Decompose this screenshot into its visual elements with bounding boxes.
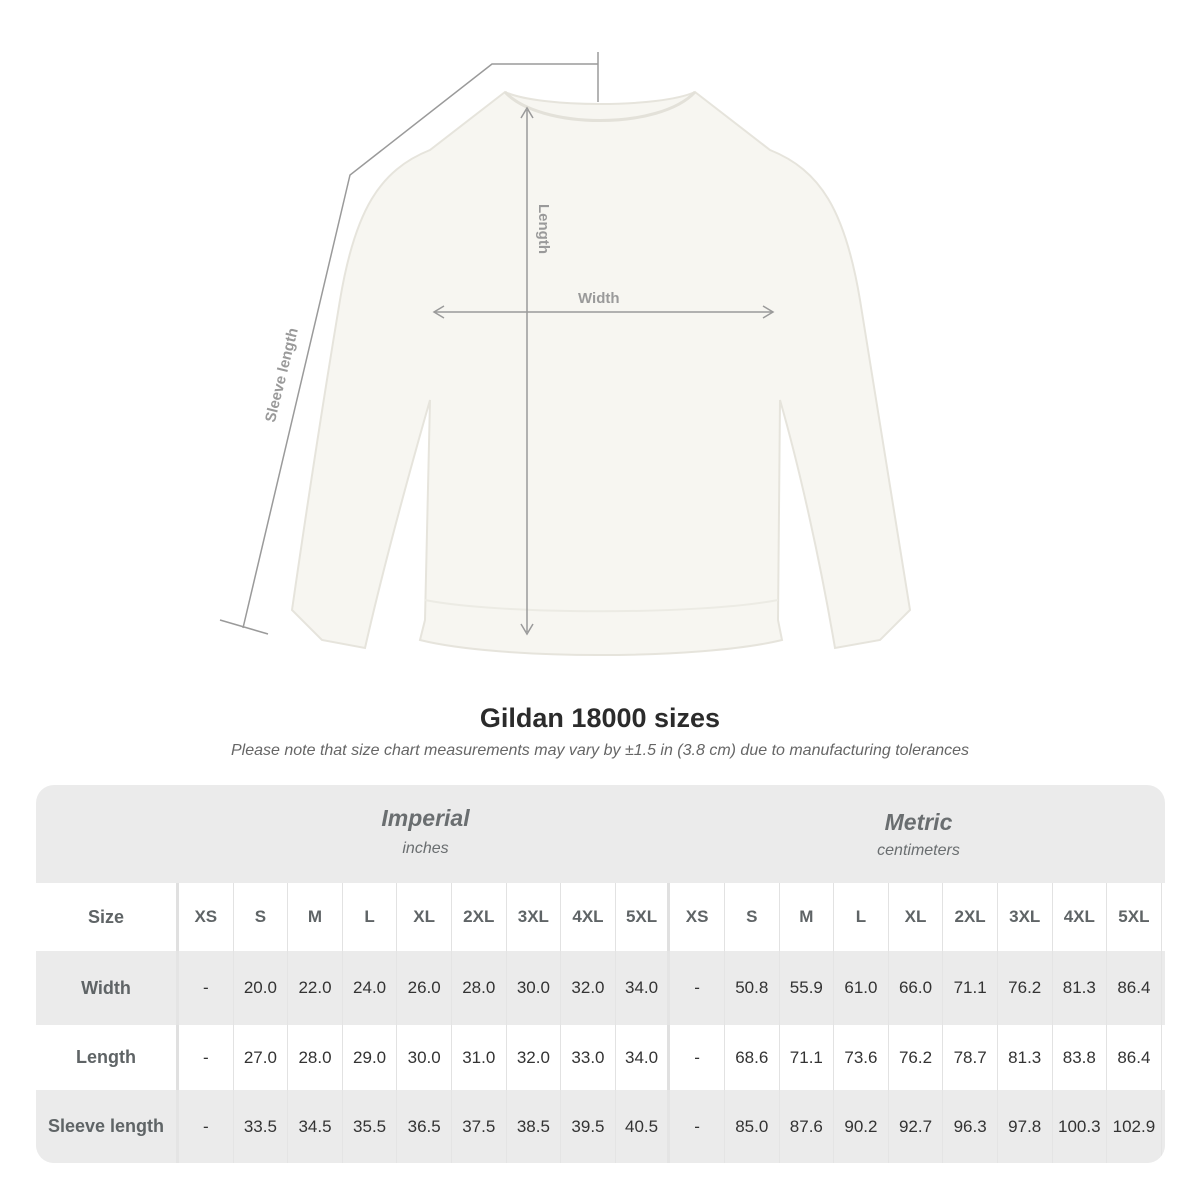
value-cell-imperial: 20.0 xyxy=(234,951,289,1025)
size-header-imperial: 4XL xyxy=(561,883,616,951)
size-header-imperial: 3XL xyxy=(507,883,562,951)
value-cell-metric: 90.2 xyxy=(834,1090,889,1163)
page-title: Gildan 18000 sizes xyxy=(479,703,721,733)
table-row-width: Width -20.0 22.0 24.0 26.0 28.0 30.0 32.0 34.0-5… xyxy=(36,951,1165,1025)
size-header-metric: 2XL xyxy=(943,883,998,951)
value-cell-imperial: - xyxy=(179,1025,234,1090)
size-header-metric: 3XL xyxy=(998,883,1053,951)
size-header-imperial: S xyxy=(234,883,289,951)
imperial-title: Imperial xyxy=(381,805,470,831)
width-label: Width xyxy=(578,290,620,307)
length-label: Length xyxy=(535,204,552,254)
value-cell-metric: 50.8 xyxy=(725,951,780,1025)
value-cell-metric: 81.3 xyxy=(1053,951,1108,1025)
value-cell-metric: 61.0 xyxy=(834,951,889,1025)
value-cell-metric: 73.6 xyxy=(834,1025,889,1090)
size-header-metric: S xyxy=(725,883,780,951)
value-cell-imperial: 39.5 xyxy=(561,1090,616,1163)
value-cell-metric: 78.7 xyxy=(943,1025,998,1090)
value-cell-imperial: 30.0 xyxy=(507,951,562,1025)
sweatshirt-diagram xyxy=(219,52,912,656)
value-cell-metric: 85.0 xyxy=(725,1090,780,1163)
size-header-imperial: 5XL xyxy=(616,883,671,951)
value-cell-imperial: 32.0 xyxy=(561,951,616,1025)
value-cell-imperial: 31.0 xyxy=(452,1025,507,1090)
table-row-length: Length -27.0 28.0 29.0 30.0 31.0 32.0 33.0 34.0-… xyxy=(36,1025,1165,1090)
size-header-imperial: XS xyxy=(179,883,234,951)
value-cell-imperial: 22.0 xyxy=(288,951,343,1025)
measurement-lines xyxy=(219,52,775,636)
metric-header: Metric centimeters xyxy=(672,785,1165,883)
value-cell-imperial: 29.0 xyxy=(343,1025,398,1090)
value-cell-imperial: 26.0 xyxy=(397,951,452,1025)
size-table: Imperial inches Metric centimeters Size X… xyxy=(36,785,1165,1163)
value-cell-imperial: 28.0 xyxy=(452,951,507,1025)
size-header-row: Size XS S M L XL 2XL 3XL 4XL 5XL XS S M L XL 2XL 3XL 4XL 5… xyxy=(36,883,1165,951)
value-cell-imperial: 34.0 xyxy=(616,951,671,1025)
row-label: Size xyxy=(36,883,179,951)
size-header-metric: XS xyxy=(670,883,725,951)
size-header-metric: XL xyxy=(889,883,944,951)
value-cell-metric: 83.8 xyxy=(1053,1025,1108,1090)
value-cell-imperial: 30.0 xyxy=(397,1025,452,1090)
value-cell-imperial: 40.5 xyxy=(616,1090,671,1163)
value-cell-metric: 92.7 xyxy=(889,1090,944,1163)
value-cell-metric: 97.8 xyxy=(998,1090,1053,1163)
imperial-unit: inches xyxy=(402,840,449,857)
value-cell-metric: 76.2 xyxy=(998,951,1053,1025)
value-cell-imperial: 27.0 xyxy=(234,1025,289,1090)
value-cell-metric: 66.0 xyxy=(889,951,944,1025)
size-header-imperial: XL xyxy=(397,883,452,951)
size-header-metric: 4XL xyxy=(1053,883,1108,951)
table-row-sleeve-length: Sleeve length -33.5 34.5 35.5 36.5 37.5 38.5 39… xyxy=(36,1090,1165,1163)
sweatshirt-image xyxy=(290,90,912,656)
row-label: Sleeve length xyxy=(36,1090,179,1163)
value-cell-imperial: 35.5 xyxy=(343,1090,398,1163)
value-cell-imperial: 24.0 xyxy=(343,951,398,1025)
size-header-metric: M xyxy=(780,883,835,951)
value-cell-imperial: 33.5 xyxy=(234,1090,289,1163)
value-cell-imperial: 33.0 xyxy=(561,1025,616,1090)
value-cell-metric: 68.6 xyxy=(725,1025,780,1090)
value-cell-metric: - xyxy=(670,1025,725,1090)
value-cell-metric: 76.2 xyxy=(889,1025,944,1090)
value-cell-imperial: 37.5 xyxy=(452,1090,507,1163)
value-cell-metric: 102.9 xyxy=(1107,1090,1162,1163)
value-cell-metric: 96.3 xyxy=(943,1090,998,1163)
value-cell-imperial: 32.0 xyxy=(507,1025,562,1090)
value-cell-metric: 87.6 xyxy=(780,1090,835,1163)
value-cell-metric: 100.3 xyxy=(1053,1090,1108,1163)
size-header-imperial: 2XL xyxy=(452,883,507,951)
tolerance-note: Please note that size chart measurements… xyxy=(230,742,970,759)
metric-title: Metric xyxy=(884,809,953,835)
value-cell-metric: 71.1 xyxy=(780,1025,835,1090)
value-cell-imperial: - xyxy=(179,1090,234,1163)
value-cell-metric: 81.3 xyxy=(998,1025,1053,1090)
value-cell-imperial: 34.0 xyxy=(616,1025,671,1090)
metric-unit: centimeters xyxy=(877,842,960,859)
row-label: Length xyxy=(36,1025,179,1090)
value-cell-imperial: 28.0 xyxy=(288,1025,343,1090)
value-cell-metric: 71.1 xyxy=(943,951,998,1025)
imperial-header: Imperial inches xyxy=(179,785,672,883)
size-header-imperial: M xyxy=(288,883,343,951)
size-header-imperial: L xyxy=(343,883,398,951)
value-cell-imperial: 38.5 xyxy=(507,1090,562,1163)
value-cell-metric: 86.4 xyxy=(1107,1025,1162,1090)
size-header-metric: L xyxy=(834,883,889,951)
row-label: Width xyxy=(36,951,179,1025)
value-cell-metric: 86.4 xyxy=(1107,951,1162,1025)
value-cell-imperial: 34.5 xyxy=(288,1090,343,1163)
value-cell-imperial: - xyxy=(179,951,234,1025)
value-cell-metric: - xyxy=(670,1090,725,1163)
value-cell-metric: 55.9 xyxy=(780,951,835,1025)
size-header-metric: 5XL xyxy=(1107,883,1162,951)
value-cell-imperial: 36.5 xyxy=(397,1090,452,1163)
value-cell-metric: - xyxy=(670,951,725,1025)
